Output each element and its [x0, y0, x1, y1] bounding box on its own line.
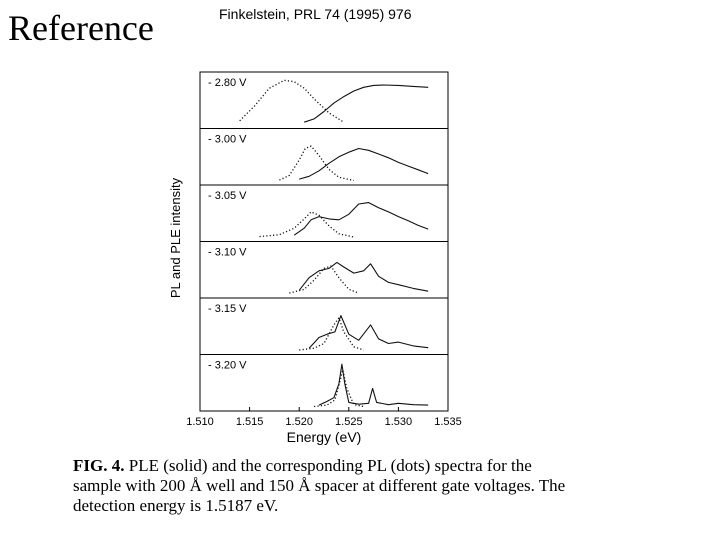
panel-6: - 3.20 V	[199, 354, 449, 412]
pl-dotted-series	[239, 79, 345, 123]
figure: - 2.80 V - 3.00 V - 3.05 V - 3.10 V - 3.15 V…	[160, 60, 500, 450]
x-axis-ticks: 1.510 1.515 1.520 1.525 1.530 1.535	[186, 407, 462, 428]
panel-voltage-label: - 3.15 V	[208, 303, 247, 315]
panel-5: - 3.15 V	[199, 297, 449, 355]
ple-solid-series	[308, 315, 429, 349]
pl-dotted-series	[289, 265, 359, 294]
panel-voltage-label: - 2.80 V	[208, 77, 247, 89]
ple-pl-chart: - 2.80 V - 3.00 V - 3.05 V - 3.10 V - 3.15 V…	[168, 71, 462, 445]
ple-solid-series	[318, 363, 429, 406]
panel-voltage-label: - 3.05 V	[208, 190, 247, 202]
x-tick-label: 1.515	[236, 416, 264, 428]
caption-lead: FIG. 4.	[73, 456, 125, 475]
ple-solid-series	[293, 202, 429, 236]
caption-body: PLE (solid) and the corresponding PL (do…	[73, 456, 566, 515]
panel-3: - 3.05 V	[199, 184, 449, 242]
citation: Finkelstein, PRL 74 (1995) 976	[219, 6, 412, 22]
x-tick-label: 1.510	[186, 416, 214, 428]
panel-voltage-label: - 3.00 V	[208, 134, 247, 146]
pl-dotted-series	[314, 369, 364, 408]
ple-solid-series	[304, 84, 429, 123]
panel-frame	[199, 354, 449, 412]
panel-voltage-label: - 3.20 V	[208, 360, 247, 372]
figure-caption: FIG. 4. PLE (solid) and the correspondin…	[73, 456, 573, 516]
pl-dotted-series	[299, 317, 364, 351]
panel-2: - 3.00 V	[199, 128, 449, 186]
x-axis-label: Energy (eV)	[287, 429, 362, 445]
y-axis-label: PL and PLE intensity	[168, 177, 183, 298]
panel-voltage-label: - 3.10 V	[208, 247, 247, 259]
x-tick-label: 1.530	[385, 416, 413, 428]
pl-dotted-series	[279, 145, 354, 182]
panels: - 2.80 V - 3.00 V - 3.05 V - 3.10 V - 3.15 V…	[199, 71, 449, 412]
panel-1: - 2.80 V	[199, 71, 449, 129]
x-tick-label: 1.535	[434, 416, 462, 428]
slide-title: Reference	[8, 8, 154, 48]
ple-solid-series	[298, 261, 429, 292]
ple-solid-series	[299, 147, 429, 180]
x-tick-label: 1.525	[335, 416, 363, 428]
x-tick-label: 1.520	[285, 416, 313, 428]
panel-4: - 3.10 V	[199, 241, 449, 299]
